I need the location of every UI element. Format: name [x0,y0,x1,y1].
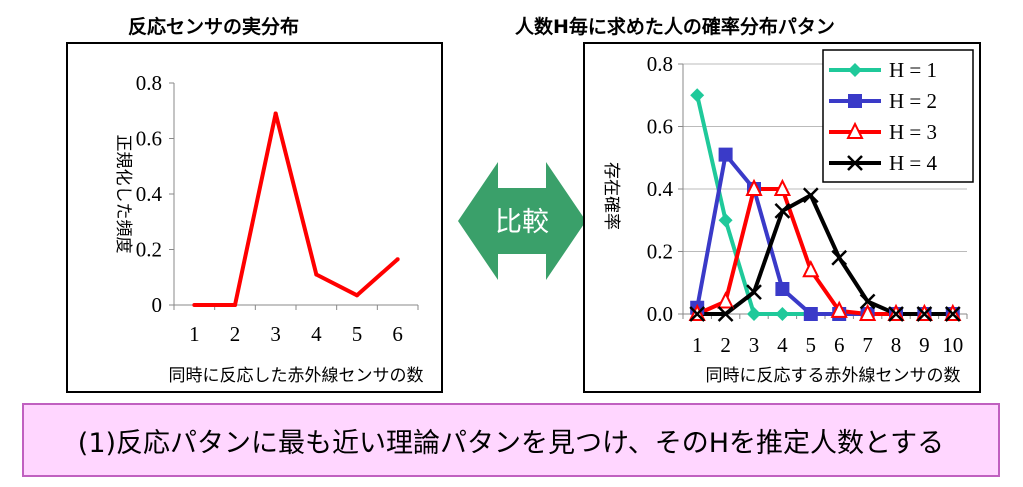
y-tick-label: 0.6 [136,127,162,151]
data-point-h1 [747,307,761,321]
y-tick-label: 0.4 [136,182,163,206]
y-axis-label: 存在確率 [601,162,621,230]
left-chart-title: 反応センサの実分布 [128,16,300,38]
data-point-h3 [802,260,820,278]
y-tick-label: 0.2 [647,240,673,264]
double-arrow-icon [458,162,586,280]
legend-label-h3: H = 3 [889,120,937,144]
x-axis-label: 同時に反応した赤外線センサの数 [169,366,424,386]
x-tick-label: 5 [352,322,363,346]
x-tick-label: 1 [189,322,200,346]
data-point [192,303,197,307]
data-point-h3 [858,303,877,321]
x-tick-label: 2 [720,333,731,357]
data-point [314,272,319,277]
y-tick-label: 0.4 [647,177,674,201]
x-tick-label: 8 [891,333,902,357]
left-chart-panel: 0 0.2 0.4 0.6 0.8 1 2 3 4 5 6 同時に反応した赤外線センサの数 正規化した頻… [66,42,443,393]
legend-label-h2: H = 2 [889,89,937,113]
right-chart-panel: 0.0 0.2 0.4 0.6 0.8 1 2 3 4 5 6 7 8 9 10 同時に反応する赤外線センサの… [583,42,981,393]
legend-marker-h1 [848,63,862,77]
x-tick-label: 6 [834,333,845,357]
data-point-h1 [690,88,705,103]
data-point-h4 [944,306,961,322]
x-tick-label: 10 [942,333,963,357]
y-tick-label: 0.8 [136,71,162,95]
data-point-h2 [803,307,818,321]
data-point-h3 [745,178,763,196]
y-tick-label: 0.8 [647,52,673,76]
x-tick-label: 4 [311,322,322,346]
data-point-h4 [774,202,791,219]
data-point [273,111,278,116]
y-tick-label: 0 [152,293,163,317]
x-tick-label: 3 [270,322,281,346]
legend-marker-h3 [846,121,864,139]
data-point-h4 [746,284,762,301]
right-chart: 0.0 0.2 0.4 0.6 0.8 1 2 3 4 5 6 7 8 9 10 同時に反応する赤外線センサの… [601,49,974,386]
legend-label-h1: H = 1 [889,58,937,82]
series-line [194,111,399,307]
conclusion-text: (1)反応パタンに最も近い理論パタンを見つけ、そのHを推定人数とする [77,427,945,459]
data-point-h2 [718,147,733,162]
data-point-h1 [718,213,733,228]
data-point [355,293,359,298]
x-tick-label: 1 [692,333,703,357]
data-point-h3 [773,178,792,196]
y-axis-label: 正規化した頻度 [113,135,133,254]
x-tick-label: 7 [862,333,873,357]
data-point-h2 [775,282,790,296]
data-point-h4 [802,187,819,204]
x-tick-label: 4 [777,333,788,357]
legend-label-h4: H = 4 [889,151,938,175]
y-tick-label: 0.0 [647,302,673,326]
right-chart-title: 人数H毎に求めた人の確率分布パタン [515,16,835,38]
data-point-h3 [830,300,848,318]
data-point [233,303,237,307]
data-point-h4 [717,306,734,322]
compare-arrow: 比較 [458,162,586,280]
data-point-h4 [859,293,876,310]
x-tick-label: 9 [919,333,930,357]
data-point-h4 [689,306,706,322]
x-tick-label: 2 [230,322,241,346]
left-chart: 0 0.2 0.4 0.6 0.8 1 2 3 4 5 6 同時に反応した赤外線センサの数 正規化した頻… [113,71,424,386]
legend-marker-h2 [848,94,862,108]
data-point-h1 [775,307,790,321]
x-tick-label: 6 [392,322,403,346]
conclusion-box: (1)反応パタンに最も近い理論パタンを見つけ、そのHを推定人数とする [22,403,1000,477]
data-point-h4 [888,306,904,322]
y-tick-label: 0.6 [647,115,673,139]
x-axis-label: 同時に反応する赤外線センサの数 [706,366,961,386]
data-point-h4 [916,306,933,322]
data-point-h4 [831,249,848,266]
data-point-h3 [716,291,735,309]
compare-label: 比較 [495,207,549,238]
y-tick-label: 0.2 [136,238,162,262]
x-tick-label: 3 [749,333,760,357]
data-point [395,257,400,262]
legend-marker-h4 [847,155,863,171]
series-line-h4 [697,193,953,316]
x-tick-label: 5 [806,333,817,357]
